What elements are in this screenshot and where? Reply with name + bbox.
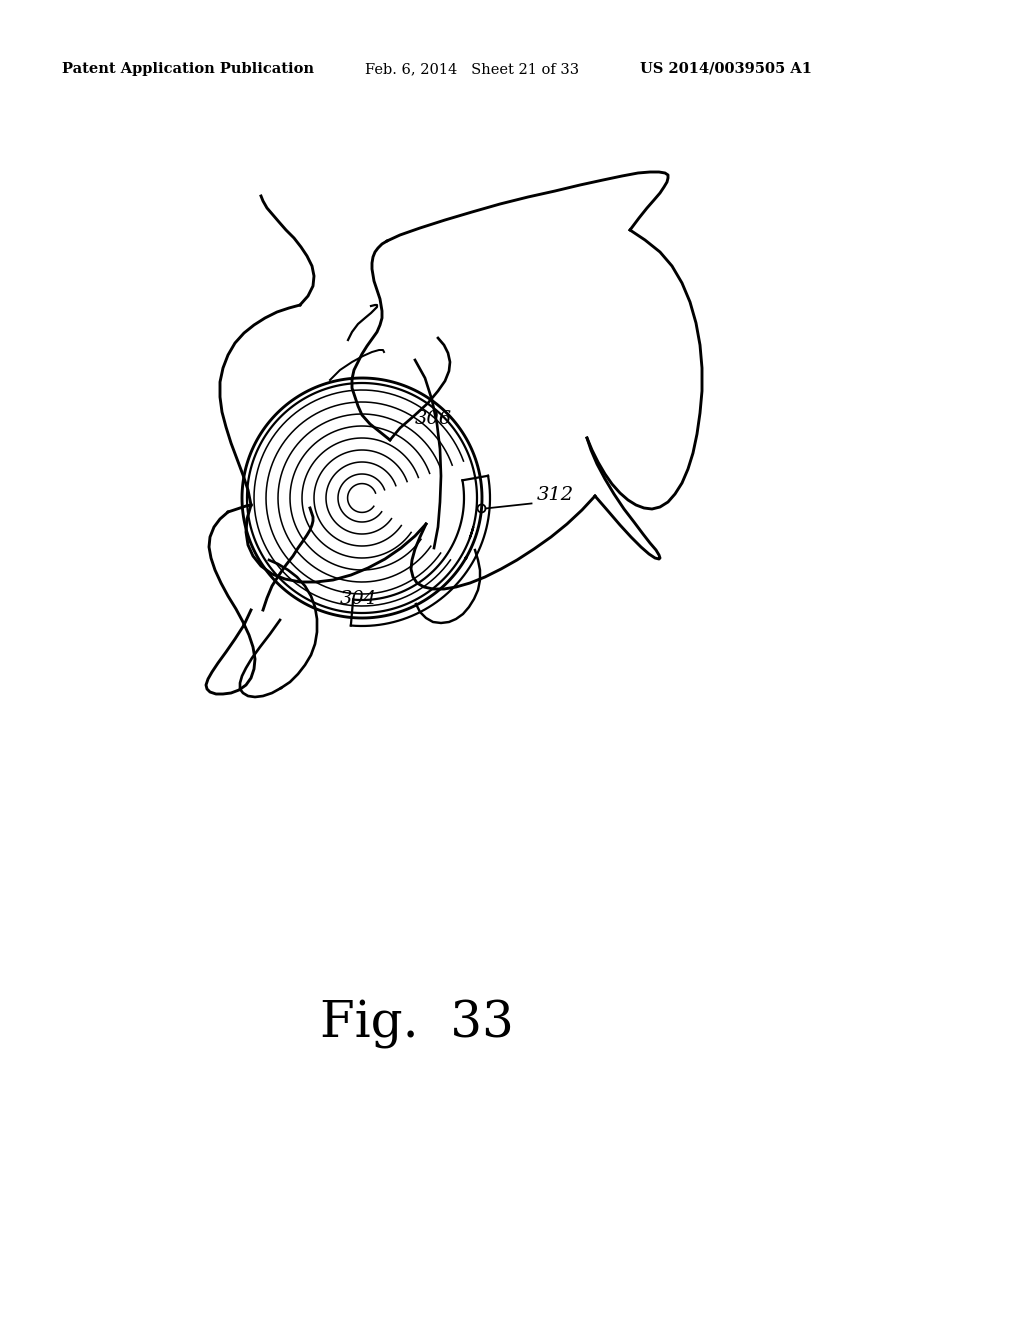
Text: US 2014/0039505 A1: US 2014/0039505 A1 bbox=[640, 62, 812, 77]
Text: 304: 304 bbox=[340, 590, 377, 609]
Text: Patent Application Publication: Patent Application Publication bbox=[62, 62, 314, 77]
Text: Fig.  33: Fig. 33 bbox=[319, 1001, 514, 1049]
Text: 306: 306 bbox=[415, 411, 453, 428]
Text: 312: 312 bbox=[537, 487, 573, 504]
Text: Feb. 6, 2014   Sheet 21 of 33: Feb. 6, 2014 Sheet 21 of 33 bbox=[365, 62, 580, 77]
